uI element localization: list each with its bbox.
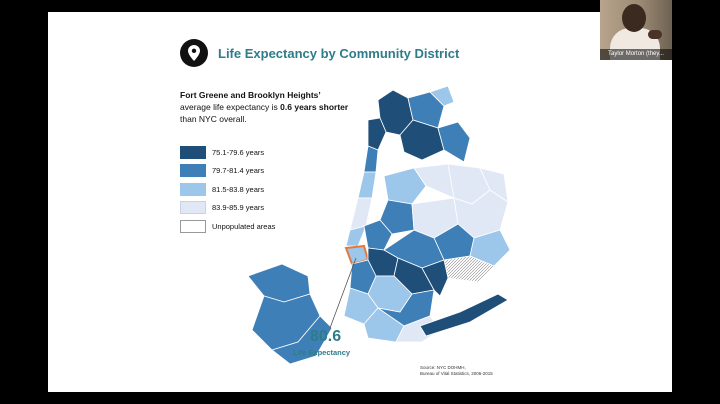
- legend-swatch: [180, 182, 206, 196]
- queens-district: [379, 199, 415, 235]
- legend-label: 75.1-79.6 years: [212, 147, 265, 157]
- summary-mid: average life expectancy is: [180, 102, 281, 112]
- highlight-stat-label: Life Expectancy: [293, 348, 351, 357]
- map-pin-icon: [180, 39, 208, 67]
- manhattan-district: [345, 225, 367, 247]
- participant-name: Taylor Morton (they...: [600, 49, 672, 60]
- legend-label: 79.7-81.4 years: [212, 166, 265, 176]
- slide-title: Life Expectancy by Community District: [218, 45, 460, 61]
- legend-item: 75.1-79.6 years: [180, 143, 275, 162]
- legend-swatch: [180, 219, 206, 233]
- legend-label: 83.9-85.9 years: [212, 203, 265, 213]
- legend-swatch: [180, 145, 206, 159]
- staten-island-district: [271, 315, 333, 365]
- source-citation: Source: NYC DOHMH, Bureau of Vital Stati…: [420, 365, 530, 376]
- queens-district: [383, 167, 427, 205]
- legend-item: 81.5-83.8 years: [180, 180, 275, 199]
- summary-text: Fort Greene and Brooklyn Heights’ averag…: [180, 89, 350, 125]
- source-line: Bureau of Vital Statistics, 2006-2015: [420, 370, 493, 376]
- manhattan-district: [367, 117, 387, 151]
- callout-line: [329, 257, 357, 329]
- legend-label: 81.5-83.8 years: [212, 184, 265, 194]
- bronx-district: [437, 121, 471, 163]
- participant-hand: [648, 30, 662, 39]
- legend-label: Unpopulated areas: [212, 221, 276, 231]
- source-line: Source: NYC DOHMH,: [420, 365, 466, 370]
- participant-head: [622, 4, 646, 32]
- brooklyn-district: [363, 219, 393, 251]
- summary-district: Fort Greene and Brooklyn Heights’: [180, 90, 321, 100]
- highlight-stat-value: 80.6: [310, 328, 342, 345]
- summary-difference: 0.6 years shorter: [280, 102, 349, 112]
- legend-swatch: [180, 164, 206, 178]
- legend-item: 79.7-81.4 years: [180, 162, 275, 181]
- map-legend: 75.1-79.6 years 79.7-81.4 years 81.5-83.…: [180, 143, 275, 236]
- rockaway-district: [419, 293, 509, 337]
- legend-swatch: [180, 201, 206, 215]
- slide-header: Life Expectancy by Community District: [180, 39, 459, 67]
- bronx-district: [429, 85, 455, 107]
- manhattan-district: [363, 145, 379, 173]
- legend-item: 83.9-85.9 years: [180, 199, 275, 218]
- staten-island-district: [247, 263, 311, 303]
- participant-video-tile[interactable]: Taylor Morton (they...: [600, 0, 672, 60]
- legend-item: Unpopulated areas: [180, 217, 275, 236]
- summary-end: than NYC overall.: [180, 114, 247, 124]
- presentation-slide: Life Expectancy by Community District Fo…: [48, 12, 672, 392]
- nyc-choropleth-map: [247, 85, 511, 365]
- manhattan-district: [357, 171, 377, 199]
- brooklyn-district: [421, 259, 449, 297]
- queens-district: [469, 229, 511, 267]
- bronx-district: [407, 91, 445, 129]
